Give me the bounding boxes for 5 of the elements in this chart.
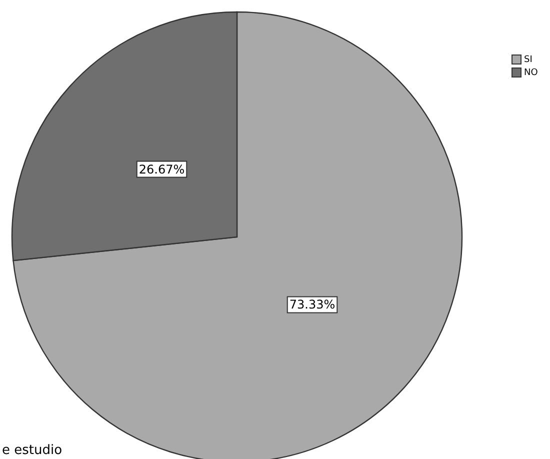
data-label: 26.67% [138, 162, 185, 176]
legend-label: SI [524, 55, 532, 65]
data-label: 73.33% [289, 298, 336, 312]
text: e estudio [2, 443, 62, 458]
legend-label: NO [524, 68, 538, 78]
